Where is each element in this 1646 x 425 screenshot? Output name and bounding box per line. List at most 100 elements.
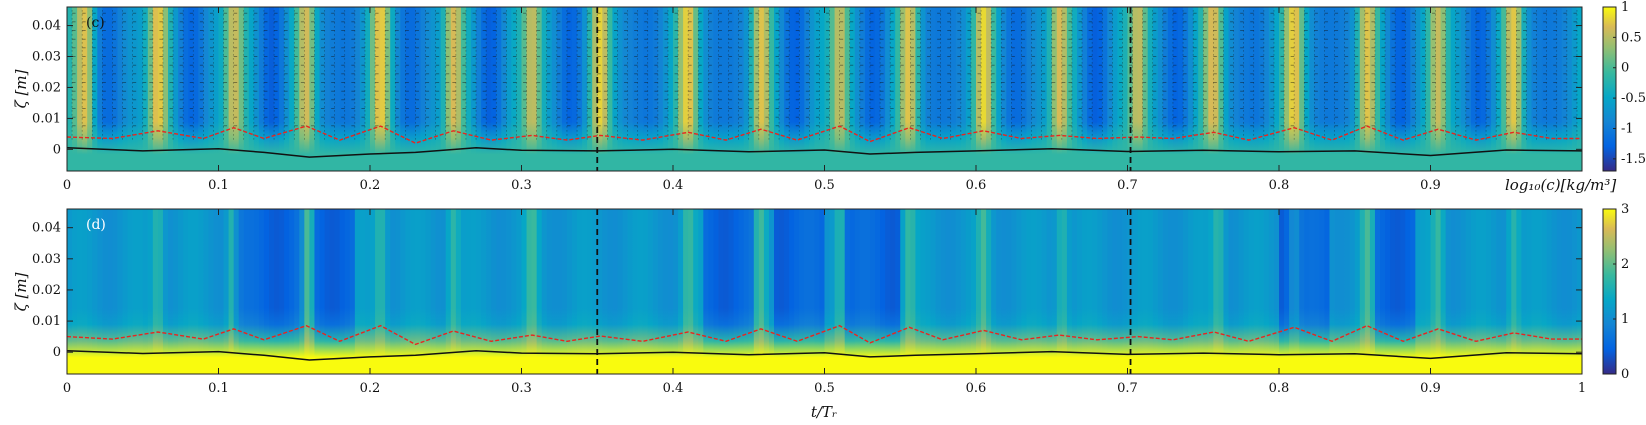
heatmap-cell-column <box>390 7 396 171</box>
heatmap-cell-column <box>1481 209 1487 374</box>
heatmap-cell-column <box>496 209 502 374</box>
heatmap-cell-column <box>834 7 841 171</box>
heatmap-cell-column <box>137 7 144 171</box>
y-tick-label: 0 <box>53 345 61 360</box>
heatmap-cell-column <box>1162 7 1169 171</box>
heatmap-cell-column <box>1041 7 1048 171</box>
x-tick-label: 0.3 <box>511 178 532 193</box>
heatmap-cell-column <box>1021 7 1028 171</box>
heatmap-cell-column <box>375 7 381 171</box>
red-dashed-contour <box>67 324 1582 346</box>
heatmap-cell-column <box>1450 209 1457 374</box>
heatmap-cell-column <box>647 7 654 171</box>
heatmap-cell-column <box>1516 7 1522 171</box>
heatmap-cell-column <box>1390 209 1396 374</box>
heatmap-cell-column <box>1223 7 1230 171</box>
heatmap-cell-column <box>703 7 709 171</box>
heatmap-cell-column <box>1541 209 1548 374</box>
heatmap-cell-column <box>1400 209 1406 374</box>
heatmap-cell-column <box>1364 209 1371 374</box>
heatmap-cell-column <box>1359 7 1366 171</box>
heatmap-cell-column <box>284 7 290 171</box>
heatmap-cell-column <box>501 209 507 374</box>
heatmap-cell-column <box>1400 7 1406 171</box>
heatmap-cell-column <box>481 7 487 171</box>
heatmap-cell-column <box>1349 209 1356 374</box>
heatmap-cell-column <box>400 209 406 374</box>
heatmap-cell-column <box>758 209 765 374</box>
heatmap-cell-column <box>1031 7 1038 171</box>
heatmap-cell-column <box>763 7 770 171</box>
heatmap-cell-column <box>794 7 800 171</box>
heatmap-cell-column <box>435 209 442 374</box>
heatmap-cell-column <box>1137 7 1144 171</box>
heatmap-cell-column <box>425 7 432 171</box>
heatmap-cell-column <box>763 209 770 374</box>
heatmap-cell-column <box>1405 209 1411 374</box>
heatmap-cell-column <box>556 209 563 374</box>
heatmap-cell-column <box>1445 209 1452 374</box>
heatmap-cell-column <box>122 209 129 374</box>
heatmap-cell-column <box>117 7 124 171</box>
heatmap-cell-column <box>617 7 624 171</box>
heatmap-cell-column <box>1475 209 1482 374</box>
y-tick-label: 0 <box>53 142 61 157</box>
heatmap-cell-column <box>1268 209 1275 374</box>
colorbar-tick-label: 1 <box>1621 312 1629 327</box>
heatmap-cell-column <box>875 7 881 171</box>
heatmap-cell-column <box>1536 209 1543 374</box>
x-tick-label: 0.6 <box>966 381 987 396</box>
colorbar-tick-label: 0 <box>1621 61 1629 76</box>
x-tick-label: 0.9 <box>1420 381 1441 396</box>
heatmap-cell-column <box>1405 7 1411 171</box>
heatmap-cell-column <box>248 7 255 171</box>
heatmap-cell-column <box>193 7 199 171</box>
heatmap-cell-column <box>491 209 497 374</box>
heatmap-cell-column <box>864 7 871 171</box>
heatmap-cell-column <box>1445 7 1452 171</box>
heatmap-cell-column <box>1147 7 1154 171</box>
heatmap-cell-column <box>976 7 982 171</box>
heatmap-cell-column <box>1304 7 1310 171</box>
red-dashed-contour <box>67 125 1582 144</box>
heatmap-cell-column <box>1107 209 1113 374</box>
heatmap-cell-column <box>1491 209 1497 374</box>
heatmap-cell-column <box>430 209 437 374</box>
heatmap-cell-column <box>208 7 215 171</box>
heatmap-cell-column <box>890 209 896 374</box>
heatmap-cell-column <box>107 209 114 374</box>
heatmap-cell-column <box>885 7 891 171</box>
heatmap-cell-column <box>223 209 230 374</box>
heatmap-cell-column <box>1243 209 1250 374</box>
heatmap-cell-column <box>627 7 634 171</box>
heatmap-cell-column <box>1526 7 1533 171</box>
x-tick-label: 0.8 <box>1269 381 1290 396</box>
heatmap-cell-column <box>1087 209 1093 374</box>
heatmap-cell-column <box>455 7 462 171</box>
heatmap-cell-column <box>1546 7 1553 171</box>
heatmap-cell-column <box>1016 209 1023 374</box>
heatmap-cell-column <box>390 209 396 374</box>
heatmap-cell-column <box>152 209 159 374</box>
heatmap-cell-column <box>688 209 694 374</box>
heatmap-cell-column <box>774 7 780 171</box>
heatmap-cell-column <box>122 7 129 171</box>
heatmap-cell-column <box>1435 209 1442 374</box>
heatmap-cell-column <box>1374 209 1381 374</box>
y-tick-label: 0.02 <box>32 80 61 95</box>
heatmap-cell-column <box>1486 209 1492 374</box>
heatmap-cell-column <box>1157 7 1164 171</box>
heatmap-cell-column <box>1576 7 1582 171</box>
heatmap-cell-column <box>526 209 533 374</box>
heatmap-cell-column <box>976 209 982 374</box>
heatmap-cell-column <box>824 7 831 171</box>
heatmap-cell-column <box>809 7 815 171</box>
heatmap-cell-column <box>541 7 548 171</box>
heatmap-cell-column <box>97 209 103 374</box>
heatmap-cell-column <box>814 7 821 171</box>
heatmap-cell-column <box>748 7 755 171</box>
heatmap-cell-column <box>597 209 603 374</box>
heatmap-cell-column <box>168 209 174 374</box>
heatmap-cell-column <box>905 209 911 374</box>
heatmap-cell-column <box>839 209 846 374</box>
